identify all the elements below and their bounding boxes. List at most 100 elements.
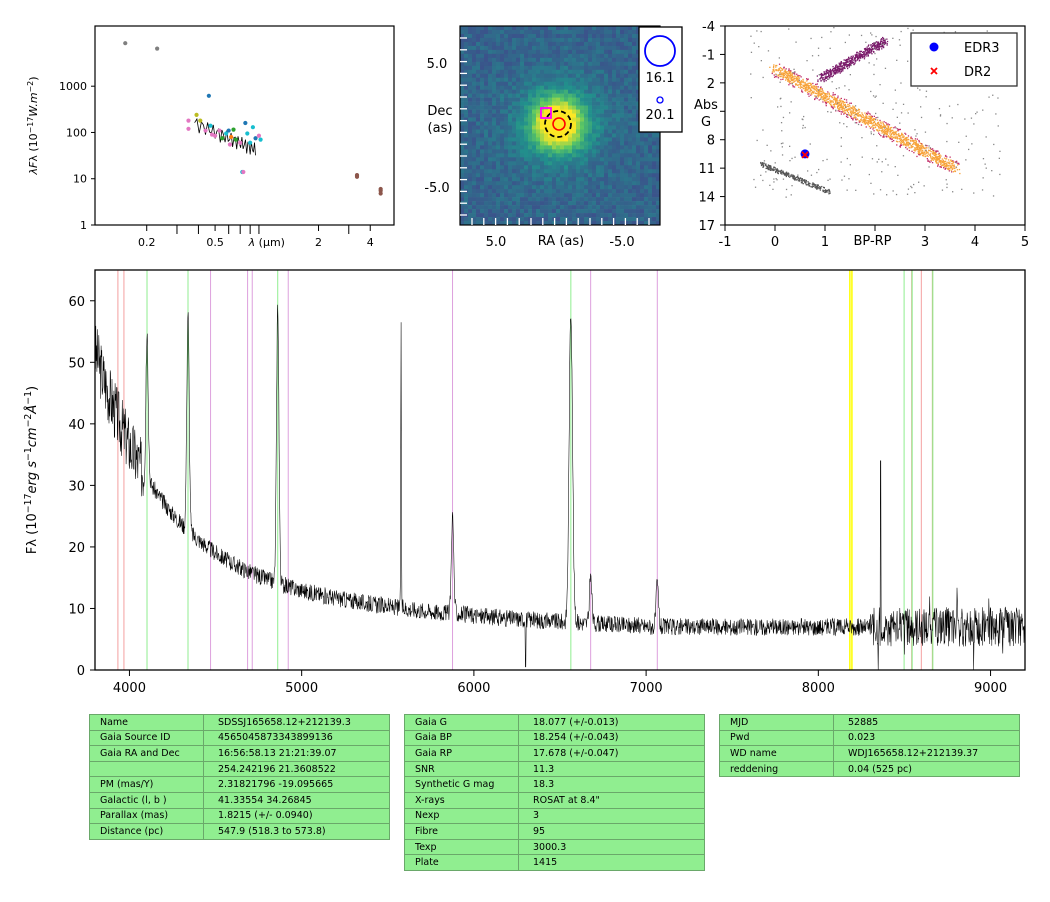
cutout-pixel [648,37,653,43]
hrd-density-dot [767,166,769,169]
hrd-density-dot [767,50,770,52]
cutout-pixel [504,69,509,75]
hrd-density-dot [826,93,828,95]
hrd-density-dot [794,80,796,82]
cutout-pixel [604,185,609,190]
hrd-density-dot [929,147,931,149]
cutout-pixel [580,121,585,126]
cutout-pixel [556,181,561,186]
cutout-pixel [464,101,469,106]
cutout-pixel [500,201,505,206]
cutout-pixel [544,221,549,226]
hrd-density-dot [914,138,917,140]
hrd-density-dot [915,148,917,150]
cutout-pixel [500,73,505,79]
hrd-density-dot [933,158,936,160]
hrd-density-dot [916,146,918,148]
hrd-density-dot [833,71,835,73]
cutout-pixel [596,217,601,222]
hrd-density-dot [835,70,837,72]
hrd-density-dot [841,108,844,110]
hrd-density-dot [782,75,784,77]
cutout-legend-box [638,26,683,133]
cutout-pixel [500,81,505,86]
hrd-density-dot [939,157,941,159]
cutout-pixel [528,53,533,59]
cutout-pixel [500,157,505,162]
hrd-density-dot [928,145,930,147]
hrd-density-dot [874,45,876,47]
hrd-density-dot [873,44,875,46]
cutout-pixel [616,209,621,214]
hrd-density-dot [865,53,867,55]
cutout-pixel [600,41,605,47]
hrd-density-dot [932,151,934,153]
cutout-pixel [488,57,493,63]
cutout-pixel [524,161,529,166]
cutout-pixel [656,69,661,75]
cutout-pixel [556,37,561,43]
cutout-pixel [616,117,621,122]
cutout-pixel [468,37,473,43]
hrd-density-dot [920,152,922,155]
hrd-density-dot [927,147,929,149]
hrd-density-dot [928,149,930,152]
hrd-density-dot [821,74,823,76]
cutout-pixel [496,61,501,67]
hrd-density-dot [863,119,865,121]
cutout-pixel [500,105,505,110]
hrd-density-dot [878,123,880,125]
hrd-density-dot [838,68,840,70]
hrd-density-dot [873,43,875,45]
cutout-pixel [556,217,561,222]
cutout-pixel [640,29,645,35]
cutout-pixel [556,61,561,67]
cutout-pixel [492,173,497,178]
cutout-pixel [644,153,649,158]
cutout-pixel [468,201,473,206]
cutout-pixel [568,189,573,194]
hrd-density-dot [791,82,793,84]
hrd-density-dot [811,86,813,89]
hrd-density-dot [828,193,830,195]
cutout-pixel [652,205,657,210]
hrd-density-dot [814,184,816,187]
cutout-pixel [520,61,525,67]
cutout-pixel [648,61,653,67]
cutout-pixel [616,33,621,39]
cutout-pixel [508,209,513,214]
hrd-density-dot [872,119,875,121]
hrd-density-dot [850,60,852,62]
hrd-density-dot [800,82,802,84]
hrd-density-dot [891,136,893,138]
cutout-xlabel: RA (as) [538,234,584,249]
hrd-density-dot [809,143,811,145]
cutout-pixel [584,129,589,134]
hrd-density-dot [777,77,780,79]
cutout-pixel [640,221,645,226]
hrd-density-dot [803,85,805,87]
hrd-density-dot [871,49,873,51]
hrd-density-dot [775,171,777,173]
hrd-density-dot [825,98,827,100]
cutout-pixel [492,157,497,162]
cutout-pixel [552,57,557,63]
hrd-density-dot [803,85,805,87]
hrd-density-dot [861,55,863,57]
hrd-density-dot [839,103,841,106]
hrd-density-dot [948,81,950,83]
hrd-density-dot [777,172,779,174]
hrd-density-dot [840,64,842,66]
cutout-pixel [644,189,649,194]
cutout-pixel [584,85,589,90]
hrd-density-dot [866,116,868,118]
hrd-density-dot [784,173,786,175]
cutout-pixel [576,129,581,134]
hrd-density-dot [825,70,827,72]
cutout-pixel [584,69,589,75]
cutout-pixel [572,53,577,59]
hrd-density-dot [870,116,872,119]
hrd-density-dot [869,113,871,115]
cutout-pixel [652,213,657,218]
cutout-pixel [524,97,529,102]
